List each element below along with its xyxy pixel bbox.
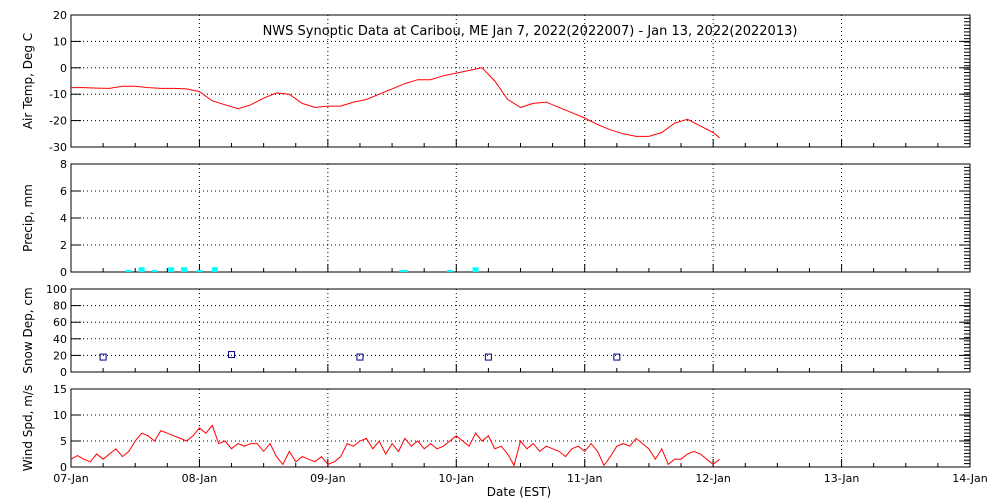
y-tick-label: -30	[49, 141, 67, 154]
y-tick-label: 80	[53, 300, 67, 313]
y-tick-label: -20	[49, 115, 67, 128]
precip-panel: 0 2 4 6 8 Precip, mm	[21, 158, 971, 279]
y-tick-label: 40	[53, 333, 67, 346]
precip-bar	[196, 270, 203, 272]
precip-bar	[138, 267, 145, 272]
x-tick-label: 09-Jan	[310, 472, 346, 485]
x-tick-label: 10-Jan	[439, 472, 475, 485]
y-axis-label: Wind Spd, m/s	[21, 385, 35, 471]
y-tick-label: 0	[60, 266, 67, 279]
y-tick-label: 5	[60, 435, 67, 448]
y-tick-label: 0	[60, 366, 67, 379]
y-tick-label: 0	[60, 62, 67, 75]
precip-bar	[472, 267, 479, 272]
y-tick-label: 6	[60, 185, 67, 198]
chart-title: NWS Synoptic Data at Caribou, ME Jan 7, …	[263, 24, 798, 39]
y-tick-label: 10	[53, 35, 67, 48]
snow-depth-point	[99, 353, 107, 361]
y-tick-label: 8	[60, 158, 67, 171]
snow-depth-point	[228, 351, 236, 359]
plot-frame	[70, 388, 971, 468]
precip-bar	[151, 270, 158, 272]
y-tick-label: 15	[53, 383, 67, 396]
snow-depth-panel: 0 20 40 60 80 100 Snow Dep, cm	[21, 283, 971, 379]
y-tick-label: 100	[46, 283, 67, 296]
x-tick-label: 14-Jan	[952, 472, 988, 485]
precip-bar	[211, 267, 218, 272]
wind-speed-series-line	[70, 424, 720, 467]
y-tick-label: 4	[60, 212, 67, 225]
x-tick-label: 12-Jan	[695, 472, 731, 485]
snow-depth-point	[613, 353, 621, 361]
y-tick-label: -10	[49, 88, 67, 101]
plot-frame	[70, 288, 971, 373]
y-tick-label: 0	[60, 461, 67, 474]
plot-frame	[70, 14, 971, 148]
wind-speed-panel: 0 5 10 15 Wind Spd, m/s	[21, 383, 971, 474]
x-axis-label: Date (EST)	[487, 485, 551, 499]
precip-bar	[125, 270, 132, 272]
y-tick-label: 20	[53, 9, 67, 22]
plot-frame	[70, 163, 971, 273]
precip-bar	[168, 267, 175, 272]
y-tick-label: 10	[53, 409, 67, 422]
y-axis-label: Air Temp, Deg C	[21, 33, 35, 129]
y-axis-label: Snow Dep, cm	[21, 287, 35, 373]
x-tick-label: 13-Jan	[824, 472, 860, 485]
snow-depth-point	[356, 353, 364, 361]
y-axis-label: Precip, mm	[21, 184, 35, 252]
y-tick-label: 2	[60, 239, 67, 252]
y-tick-label: 20	[53, 349, 67, 362]
precip-bar	[401, 270, 408, 272]
snow-depth-point	[484, 353, 492, 361]
air-temp-panel: -30 -20 -10 0 10 20 Air Temp, Deg C	[21, 9, 971, 154]
precip-bar	[181, 267, 188, 272]
air-temp-series-line	[71, 67, 720, 139]
x-tick-label: 08-Jan	[182, 472, 218, 485]
x-tick-label: 07-Jan	[53, 472, 89, 485]
y-tick-label: 60	[53, 316, 67, 329]
x-tick-label: 11-Jan	[567, 472, 603, 485]
precip-bar	[446, 270, 453, 272]
